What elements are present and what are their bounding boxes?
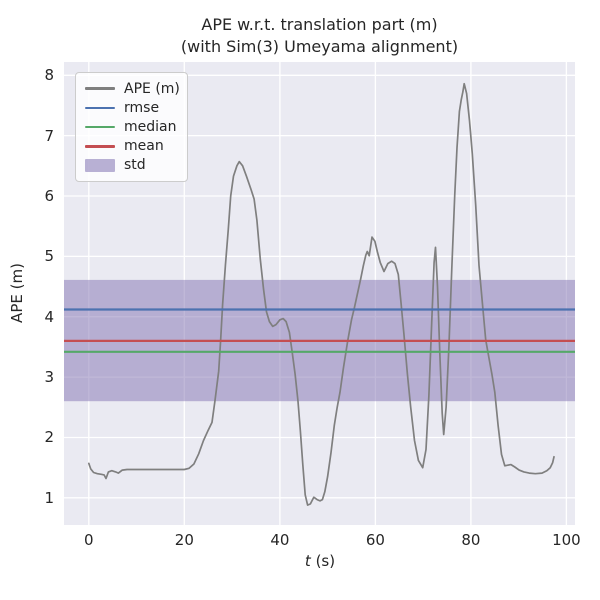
legend-label-ape: APE (m) bbox=[124, 80, 180, 97]
x-axis-label-variable: t bbox=[304, 552, 311, 570]
legend-item-mean: mean bbox=[85, 137, 178, 156]
std-patch-swatch bbox=[85, 158, 115, 172]
x-tick-label-80: 80 bbox=[461, 531, 481, 549]
legend-item-ape: APE (m) bbox=[85, 79, 180, 98]
mean-line-swatch bbox=[85, 144, 115, 148]
y-tick-label-4: 4 bbox=[44, 307, 54, 326]
ape-line-swatch bbox=[85, 87, 115, 90]
x-tick-label-40: 40 bbox=[270, 531, 290, 549]
plot-title-line1: APE w.r.t. translation part (m) bbox=[201, 15, 438, 34]
y-tick-label-6: 6 bbox=[44, 187, 54, 205]
median-line-swatch bbox=[85, 125, 115, 129]
legend-item-median: median bbox=[85, 117, 178, 136]
x-tick-label-60: 60 bbox=[365, 531, 385, 549]
legend-label-median: median bbox=[124, 119, 177, 135]
x-axis-label-unit: (s) bbox=[310, 552, 336, 570]
legend-item-rmse: rmse bbox=[85, 98, 178, 117]
plot-canvas bbox=[64, 62, 575, 525]
x-tick-label-20: 20 bbox=[174, 531, 194, 549]
plot-title-line2: (with Sim(3) Umeyama alignment) bbox=[180, 37, 459, 56]
y-tick-label-7: 7 bbox=[44, 126, 54, 145]
legend-label-mean: mean bbox=[124, 138, 164, 155]
legend-label-std: std bbox=[124, 157, 146, 174]
legend-label-rmse: rmse bbox=[124, 99, 160, 116]
legend-item-std: std bbox=[85, 156, 178, 175]
legend-box: APE (m) rmse median mean std bbox=[75, 72, 188, 182]
plot-area: APE (m) rmse median mean std bbox=[64, 62, 575, 525]
x-axis-label: t (s) bbox=[305, 552, 335, 570]
plot-title: APE w.r.t. translation part (m) (with Si… bbox=[64, 14, 575, 58]
y-tick-label-3: 3 bbox=[44, 368, 54, 387]
x-tick-label-0: 0 bbox=[84, 531, 94, 549]
y-tick-label-8: 8 bbox=[44, 66, 54, 85]
y-tick-label-1: 1 bbox=[44, 488, 54, 507]
rmse-line-swatch bbox=[85, 106, 115, 110]
y-tick-label-5: 5 bbox=[44, 247, 54, 266]
ape-curve bbox=[87, 82, 555, 506]
x-tick-label-100: 100 bbox=[552, 531, 581, 549]
y-tick-label-2: 2 bbox=[44, 428, 54, 447]
